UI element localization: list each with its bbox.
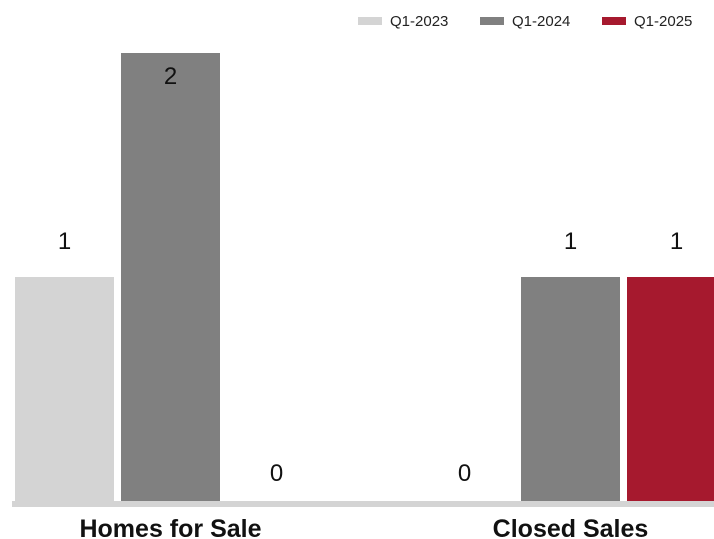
data-label-q1-2025-0: 0 <box>270 460 283 487</box>
bar-q1-2024-0 <box>121 53 220 501</box>
bar-q1-2024-1 <box>521 277 620 501</box>
category-label-1: Closed Sales <box>493 515 649 539</box>
data-label-q1-2023-1: 0 <box>458 460 471 487</box>
legend-swatch-q1-2023 <box>358 17 382 25</box>
bars <box>15 53 714 501</box>
bar-q1-2023-0 <box>15 277 114 501</box>
legend-swatch-q1-2025 <box>602 17 626 25</box>
data-label-q1-2025-1: 1 <box>670 228 683 255</box>
x-axis-baseline <box>12 501 714 507</box>
category-label-0: Homes for Sale <box>79 515 261 539</box>
legend-label-q1-2025: Q1-2025 <box>634 13 692 30</box>
data-label-q1-2023-0: 1 <box>58 228 71 255</box>
data-label-q1-2024-0: 2 <box>164 63 177 90</box>
legend-label-q1-2024: Q1-2024 <box>512 13 570 30</box>
category-labels: Homes for Sale Closed Sales <box>79 515 648 539</box>
legend: Q1-2023 Q1-2024 Q1-2025 <box>358 13 692 30</box>
data-labels: 1 2 0 0 1 1 <box>58 63 683 487</box>
data-label-q1-2024-1: 1 <box>564 228 577 255</box>
bar-q1-2025-1 <box>627 277 714 501</box>
legend-swatch-q1-2024 <box>480 17 504 25</box>
legend-label-q1-2023: Q1-2023 <box>390 13 448 30</box>
